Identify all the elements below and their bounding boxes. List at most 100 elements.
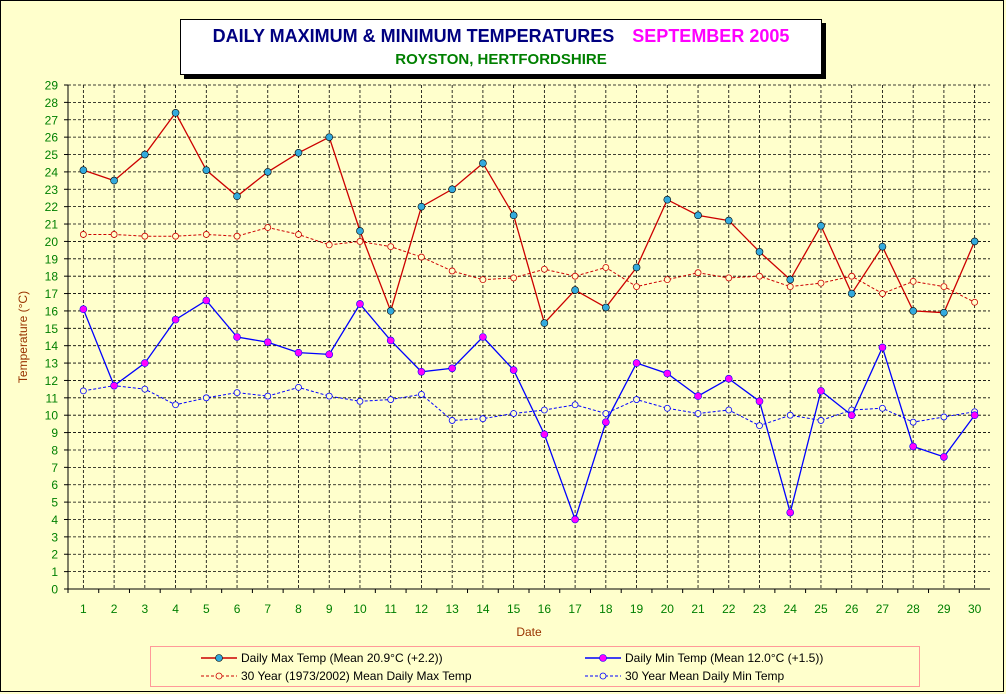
chart-subtitle: ROYSTON, HERTFORDSHIRE [395,51,607,68]
data-point-0 [294,148,303,157]
data-point-0 [909,307,917,315]
series-line-0 [83,111,976,325]
x-tick-label: 25 [814,602,828,616]
data-point-3 [940,413,948,421]
data-point-0 [448,185,456,194]
data-point-0 [509,211,518,220]
x-tick-label: 22 [722,602,736,616]
x-tick-label: 28 [906,602,920,616]
data-point-2 [172,232,179,240]
data-point-0 [141,150,149,159]
data-point-1 [571,515,579,524]
data-point-2 [295,231,302,238]
y-tick-label: 9 [51,426,58,440]
data-point-2 [356,238,364,245]
data-point-1 [909,442,917,451]
data-point-3 [387,396,395,403]
x-tick-label: 29 [937,602,951,616]
x-tick-label: 1 [80,602,87,616]
data-point-0 [755,248,764,256]
y-tick-label: 19 [45,252,59,266]
y-tick-label: 20 [45,235,59,249]
x-tick-label: 18 [599,602,613,616]
data-point-2 [663,276,671,284]
data-point-2 [510,274,518,282]
data-point-3 [879,404,886,412]
data-point-1 [233,333,241,341]
y-tick-label: 23 [45,183,59,197]
x-tick-label: 13 [445,602,459,616]
series-line-3 [83,385,975,427]
data-point-2 [909,277,917,285]
data-point-0 [263,168,272,176]
data-point-0 [663,195,672,204]
data-point-3 [663,404,671,412]
data-point-3 [633,396,640,403]
data-point-0 [110,176,118,185]
x-axis-title: Date [516,625,542,639]
data-point-1 [786,508,795,517]
data-point-1 [663,369,672,378]
data-point-1 [878,343,887,352]
data-point-1 [448,364,456,373]
data-point-0 [386,307,395,315]
x-tick-label: 10 [353,602,367,616]
y-tick-label: 27 [45,113,59,127]
data-point-1 [325,350,334,359]
data-point-1 [602,418,610,426]
data-point-0 [233,192,241,201]
y-tick-label: 5 [51,496,58,510]
x-tick-label: 12 [415,602,429,616]
data-point-3 [233,389,241,397]
data-point-2 [79,231,87,238]
data-point-1 [171,315,180,324]
chart-legend: Daily Max Temp (Mean 20.9°C (+2.2)) Dail… [150,646,920,687]
data-point-2 [602,264,610,271]
data-point-1 [724,374,733,383]
data-point-1 [632,359,641,367]
chart-title-line: DAILY MAXIMUM & MINIMUM TEMPERATURES SEPT… [181,26,821,47]
data-point-1 [79,305,88,313]
y-tick-label: 0 [51,583,58,597]
data-point-1 [386,336,395,345]
data-point-0 [356,227,364,235]
data-point-2 [448,267,456,275]
data-point-1 [755,397,764,406]
y-tick-label: 3 [51,530,58,544]
data-point-2 [786,283,794,291]
data-point-2 [848,272,856,280]
x-tick-label: 16 [538,602,552,616]
data-point-3 [356,397,364,405]
y-tick-label: 12 [45,374,59,388]
data-point-1 [141,359,149,367]
data-point-3 [448,417,456,424]
data-point-0 [878,242,887,251]
data-point-1 [263,338,272,347]
x-tick-label: 4 [172,602,179,616]
y-tick-label: 22 [45,200,59,214]
data-point-1 [970,411,979,420]
y-tick-label: 10 [45,409,59,423]
x-tick-label: 26 [845,602,859,616]
x-tick-label: 23 [753,602,767,616]
data-point-1 [509,366,518,374]
y-tick-label: 17 [45,287,59,301]
data-point-1 [817,387,825,395]
legend-label-30yr-max: 30 Year (1973/2002) Mean Daily Max Temp [241,669,472,683]
y-tick-label: 13 [45,357,59,371]
y-tick-label: 8 [51,443,58,457]
data-point-2 [725,274,733,282]
y-tick-label: 15 [45,322,59,336]
data-point-0 [694,211,702,220]
data-point-2 [694,269,702,277]
data-point-2 [387,243,395,251]
series-line-1 [82,299,976,522]
y-tick-label: 6 [51,478,58,492]
x-tick-label: 9 [326,602,333,616]
y-tick-label: 1 [51,565,58,579]
data-point-1 [847,411,856,420]
y-tick-label: 29 [45,79,59,93]
data-point-2 [540,265,548,273]
data-point-2 [202,231,210,238]
legend-label-daily-min: Daily Min Temp (Mean 12.0°C (+1.5)) [625,651,824,665]
